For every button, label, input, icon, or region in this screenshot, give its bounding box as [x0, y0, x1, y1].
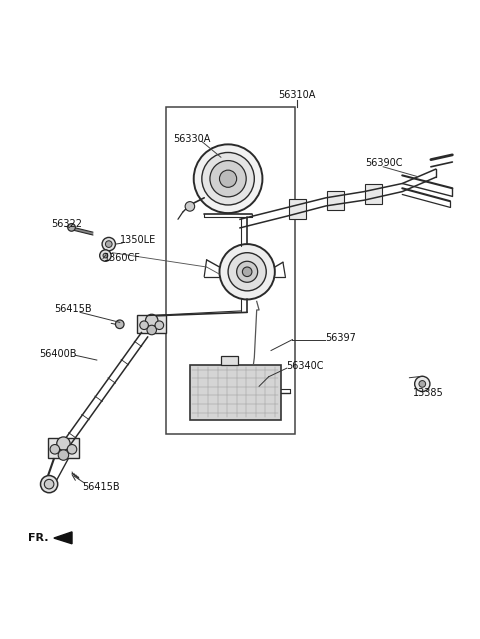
Text: FR.: FR.: [28, 533, 48, 543]
Circle shape: [219, 244, 275, 300]
Text: 56415B: 56415B: [83, 482, 120, 493]
Circle shape: [237, 261, 258, 282]
Text: 1360CF: 1360CF: [104, 254, 141, 263]
Circle shape: [67, 445, 77, 454]
Bar: [327, 190, 344, 210]
Circle shape: [103, 253, 108, 258]
Circle shape: [210, 160, 246, 197]
Text: 56397: 56397: [325, 333, 356, 343]
Bar: [137, 315, 166, 333]
Polygon shape: [54, 532, 72, 544]
Circle shape: [415, 376, 430, 392]
Circle shape: [68, 224, 75, 231]
Text: 56330A: 56330A: [174, 134, 211, 144]
Circle shape: [100, 250, 111, 261]
Circle shape: [106, 241, 112, 247]
Circle shape: [202, 153, 254, 205]
Bar: [166, 107, 295, 434]
Circle shape: [145, 314, 158, 327]
Circle shape: [58, 450, 69, 460]
Text: 56415B: 56415B: [54, 304, 92, 314]
Circle shape: [40, 475, 58, 493]
Circle shape: [57, 437, 70, 450]
Text: 56390C: 56390C: [365, 158, 403, 168]
Bar: [48, 438, 79, 458]
Circle shape: [228, 252, 266, 291]
Bar: [190, 365, 281, 420]
Circle shape: [242, 267, 252, 277]
Bar: [288, 199, 306, 219]
Circle shape: [185, 202, 195, 211]
Circle shape: [50, 445, 60, 454]
Circle shape: [419, 381, 426, 387]
Circle shape: [116, 320, 124, 328]
Circle shape: [102, 238, 116, 250]
Circle shape: [155, 321, 164, 330]
Text: 56400B: 56400B: [39, 349, 77, 359]
Text: 13385: 13385: [413, 389, 444, 399]
Text: 56340C: 56340C: [286, 361, 324, 371]
Bar: [221, 357, 238, 365]
Circle shape: [140, 321, 148, 330]
Text: 1350LE: 1350LE: [120, 235, 156, 245]
Circle shape: [147, 325, 156, 335]
Text: 56322: 56322: [51, 219, 83, 229]
Text: 56310A: 56310A: [278, 90, 316, 100]
Circle shape: [44, 479, 54, 489]
Circle shape: [219, 170, 237, 187]
Bar: [365, 184, 382, 204]
Circle shape: [194, 144, 263, 213]
